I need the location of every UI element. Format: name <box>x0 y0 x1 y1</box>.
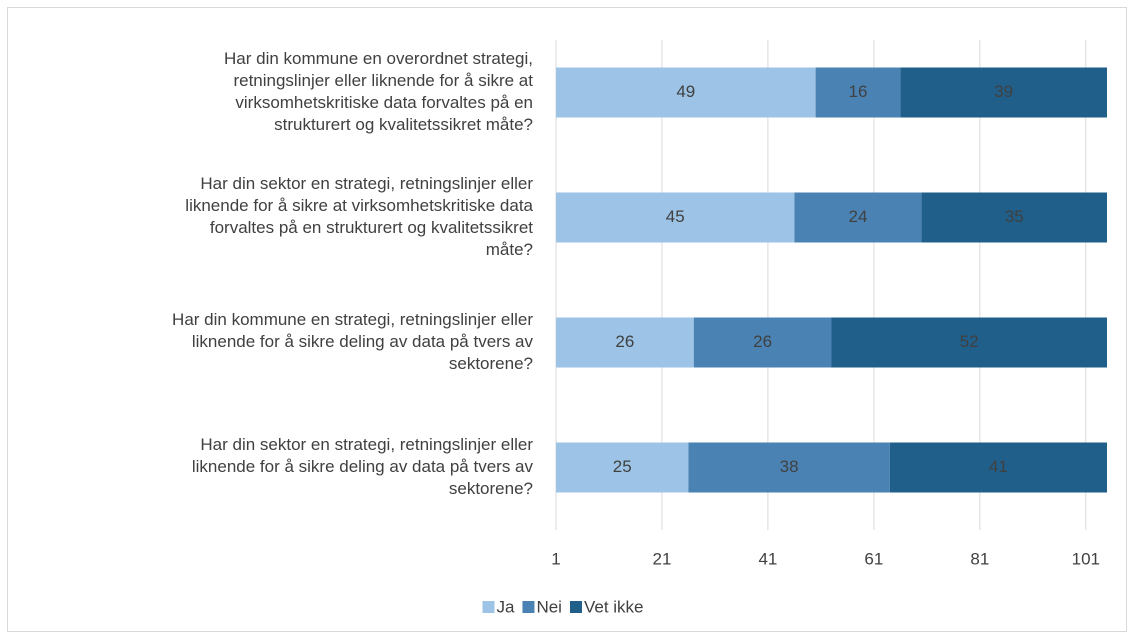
x-tick-label: 1 <box>551 549 560 568</box>
bar-segment <box>794 192 922 243</box>
bar-segment <box>921 192 1107 243</box>
bar-segment <box>556 67 816 118</box>
legend-label: Nei <box>536 597 562 616</box>
category-label: måte? <box>486 240 533 259</box>
category-label: sektorene? <box>449 354 533 373</box>
bar-segment <box>556 442 689 493</box>
data-label: 35 <box>1005 207 1024 226</box>
data-label: 26 <box>615 332 634 351</box>
category-label: liknende for å sikre at virksomhetskriti… <box>185 196 533 215</box>
bar-segment <box>688 442 890 493</box>
category-label: liknende for å sikre deling av data på t… <box>192 457 534 476</box>
bar-segment <box>815 67 901 118</box>
data-label: 45 <box>666 207 685 226</box>
bar-segment <box>889 442 1107 493</box>
data-label: 26 <box>753 332 772 351</box>
data-label: 41 <box>989 457 1008 476</box>
x-tick-label: 41 <box>758 549 777 568</box>
legend-swatch <box>482 601 495 613</box>
category-label: Har din kommune en overordnet strategi, <box>224 49 533 68</box>
data-label: 49 <box>676 82 695 101</box>
bar-segment <box>900 67 1107 118</box>
bar-segment <box>556 317 694 368</box>
data-label: 52 <box>960 332 979 351</box>
category-label: retningslinjer eller liknende for å sikr… <box>233 71 533 90</box>
data-label: 25 <box>613 457 632 476</box>
legend-label: Vet ikke <box>584 597 644 616</box>
x-tick-label: 101 <box>1072 549 1100 568</box>
legend-label: Ja <box>496 597 515 616</box>
bar-segment <box>693 317 832 368</box>
bar-segment <box>556 192 795 243</box>
data-label: 39 <box>994 82 1013 101</box>
category-label: Har din sektor en strategi, retningslinj… <box>200 435 533 454</box>
x-tick-label: 81 <box>970 549 989 568</box>
category-label: strukturert og kvalitetssikret måte? <box>274 115 533 134</box>
x-tick-label: 21 <box>653 549 672 568</box>
legend-swatch <box>522 601 535 613</box>
category-label: sektorene? <box>449 479 533 498</box>
category-label: Har din kommune en strategi, retningslin… <box>172 310 533 329</box>
x-tick-label: 61 <box>864 549 883 568</box>
data-label: 16 <box>849 82 868 101</box>
legend-swatch <box>569 601 582 613</box>
data-label: 38 <box>780 457 799 476</box>
bar-segment <box>831 317 1107 368</box>
data-label: 24 <box>849 207 868 226</box>
category-label: liknende for å sikre deling av data på t… <box>192 332 534 351</box>
category-label: virksomhetskritiske data forvaltes på en <box>235 93 533 112</box>
category-label: forvaltes på en strukturert og kvalitets… <box>210 218 533 237</box>
category-label: Har din sektor en strategi, retningslinj… <box>200 174 533 193</box>
